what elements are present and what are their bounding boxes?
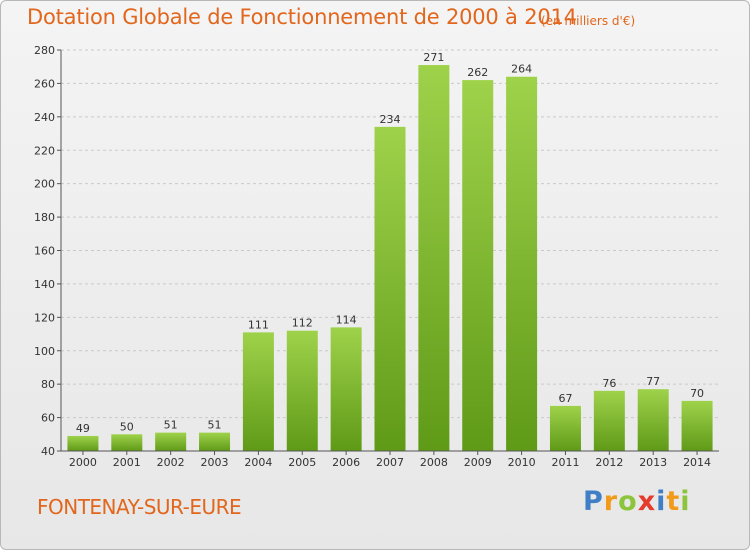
logo-letter: t [666,486,681,517]
bar-2009 [462,80,494,451]
x-tick-label: 2000 [69,456,97,469]
y-tick-label: 80 [41,378,55,391]
y-tick-label: 260 [34,77,55,90]
labels: 40 60 80 100 120 140 160 180 200 220 240 260 280 49 20… [34,44,711,469]
bar-2012 [593,390,625,451]
bar-2011 [549,405,581,451]
y-tick-label: 160 [34,245,55,258]
data-label: 264 [511,63,532,76]
data-label: 67 [558,392,572,405]
x-tick-label: 2010 [508,456,536,469]
data-label: 51 [208,419,222,432]
bar-2010 [506,76,538,451]
x-tick-label: 2009 [464,456,492,469]
data-label: 76 [602,377,616,390]
bar-2004 [242,332,274,451]
data-label: 234 [380,113,401,126]
y-tick-label: 140 [34,278,55,291]
y-tick-label: 60 [41,412,55,425]
y-tick-label: 180 [34,211,55,224]
y-tick-label: 120 [34,311,55,324]
logo-letter: r [603,486,619,517]
data-label: 51 [164,419,178,432]
bar-2003 [199,432,231,451]
x-tick-label: 2004 [244,456,272,469]
chart-title: Dotation Globale de Fonctionnement de 20… [27,5,577,29]
bar-2002 [155,432,187,451]
data-label: 70 [690,387,704,400]
logo-letter: i [656,486,667,517]
x-tick-label: 2002 [157,456,185,469]
data-label: 271 [423,51,444,64]
logo-letter: i [680,486,691,517]
y-tick-label: 220 [34,144,55,157]
x-tick-label: 2012 [595,456,623,469]
y-tick-label: 240 [34,111,55,124]
bar-2007 [374,126,406,451]
x-tick-label: 2008 [420,456,448,469]
place-name: FONTENAY-SUR-EURE [37,495,242,519]
x-tick-label: 2011 [551,456,579,469]
data-label: 112 [292,317,313,330]
axes [57,49,719,455]
bar-2013 [637,389,669,451]
proxiti-logo: Proxiti [583,486,691,517]
y-tick-label: 40 [41,445,55,458]
data-label: 262 [467,66,488,79]
bar-2006 [330,327,362,451]
data-label: 114 [336,313,357,326]
x-tick-label: 2007 [376,456,404,469]
data-label: 50 [120,420,134,433]
y-tick-label: 200 [34,178,55,191]
x-tick-label: 2001 [113,456,141,469]
logo-letter: o [618,486,638,517]
bar-2000 [67,435,99,451]
bar-2014 [681,400,713,451]
x-tick-label: 2014 [683,456,711,469]
data-label: 77 [646,375,660,388]
y-tick-label: 280 [34,44,55,57]
chart-subtitle: (en milliers d'€) [541,14,636,28]
x-tick-label: 2005 [288,456,316,469]
bars [67,65,713,451]
data-label: 49 [76,422,90,435]
x-tick-label: 2013 [639,456,667,469]
data-label: 111 [248,318,269,331]
x-tick-label: 2003 [201,456,229,469]
logo-letter: x [637,486,657,517]
bar-2005 [286,330,318,451]
logo-letter: P [583,486,604,517]
x-tick-label: 2006 [332,456,360,469]
y-tick-label: 100 [34,345,55,358]
bar-2008 [418,65,450,451]
bar-2001 [111,434,143,451]
